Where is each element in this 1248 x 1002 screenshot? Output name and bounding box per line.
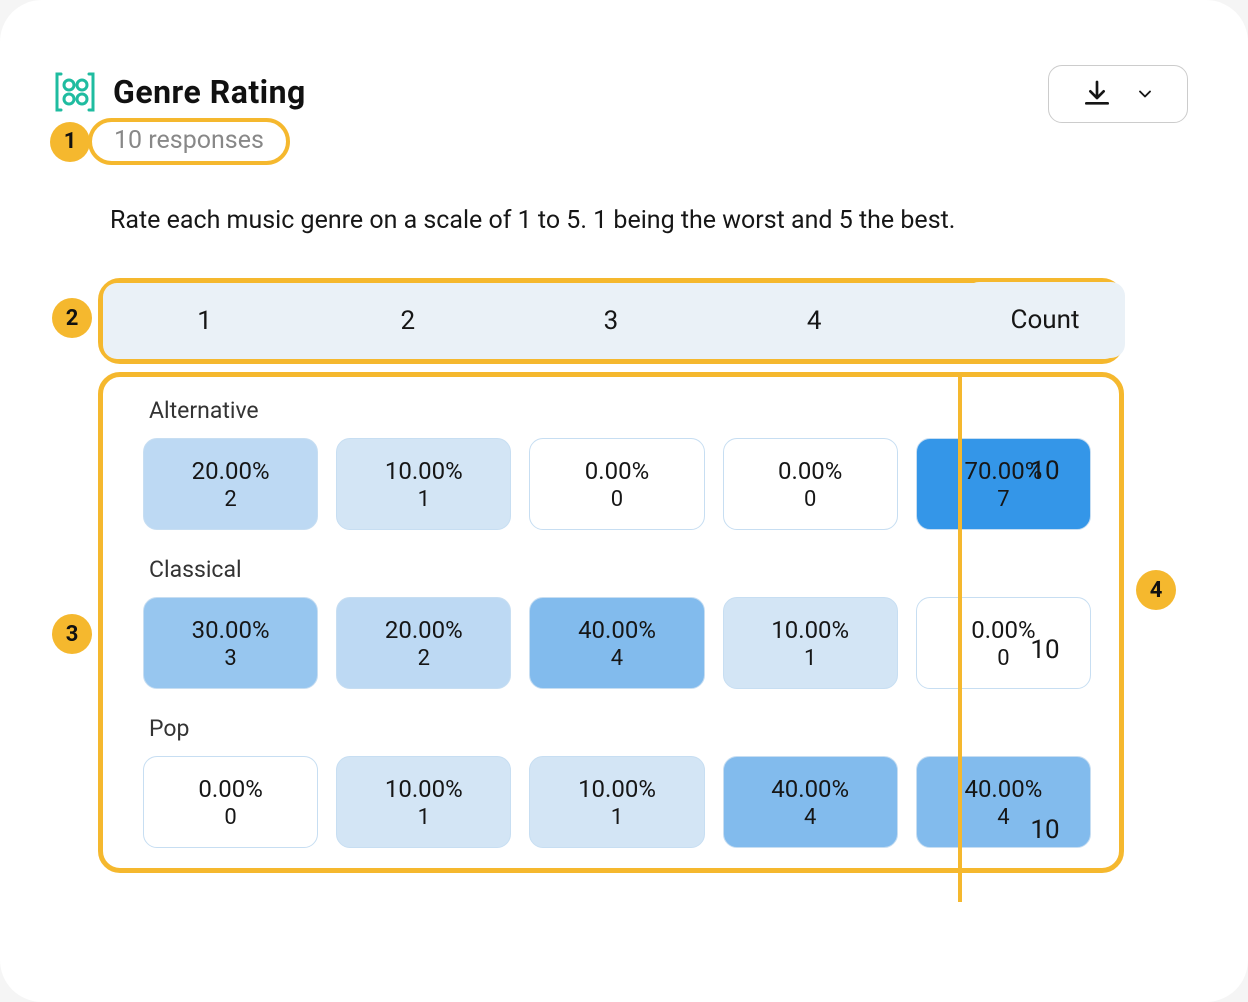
rating-cell: 0.00%0 [143, 756, 318, 848]
rating-cell: 20.00%2 [336, 597, 511, 689]
callout-badge-1: 1 [50, 122, 90, 162]
results-card: Genre Rating 1 10 responses Rate each mu… [0, 0, 1248, 1002]
count-value: 10 [1030, 382, 1059, 560]
count-column: 10 10 10 [965, 382, 1125, 920]
responses-count: 10 responses [88, 118, 290, 165]
rating-cell: 10.00%1 [529, 756, 704, 848]
responses-row: 1 10 responses [50, 118, 290, 165]
genre-row: Alternative 20.00%2 10.00%1 0.00%0 0.00%… [143, 397, 1091, 530]
col-header-1: 1 [103, 306, 306, 336]
rating-cell: 40.00%4 [529, 597, 704, 689]
matrix-icon [55, 72, 95, 112]
genre-label: Pop [149, 715, 1091, 742]
rating-cell: 0.00%0 [529, 438, 704, 530]
rating-cell: 10.00%1 [336, 756, 511, 848]
count-header: Count [965, 282, 1125, 358]
rating-cell: 10.00%1 [723, 597, 898, 689]
col-header-3: 3 [509, 306, 712, 336]
rating-cell: 10.00%1 [336, 438, 511, 530]
instruction-text: Rate each music genre on a scale of 1 to… [110, 206, 955, 235]
rating-cell: 30.00%3 [143, 597, 318, 689]
genre-row: Pop 0.00%0 10.00%1 10.00%1 40.00%4 40.00… [143, 715, 1091, 848]
chevron-down-icon [1135, 84, 1155, 104]
rating-cell: 40.00%4 [723, 756, 898, 848]
count-value: 10 [1030, 740, 1059, 920]
download-button[interactable] [1048, 65, 1188, 123]
card-title: Genre Rating [113, 73, 306, 111]
genre-label: Alternative [149, 397, 1091, 424]
download-icon [1081, 78, 1113, 110]
count-divider-annotation [958, 372, 962, 902]
genre-row: Classical 30.00%3 20.00%2 40.00%4 10.00%… [143, 556, 1091, 689]
col-header-2: 2 [306, 306, 509, 336]
rating-cell: 20.00%2 [143, 438, 318, 530]
callout-badge-2: 2 [52, 298, 92, 338]
callout-badge-4: 4 [1136, 570, 1176, 610]
count-value: 10 [1030, 560, 1059, 740]
genre-label: Classical [149, 556, 1091, 583]
card-header: Genre Rating [55, 72, 306, 112]
col-header-4: 4 [713, 306, 916, 336]
callout-badge-3: 3 [52, 614, 92, 654]
rating-cell: 0.00%0 [723, 438, 898, 530]
